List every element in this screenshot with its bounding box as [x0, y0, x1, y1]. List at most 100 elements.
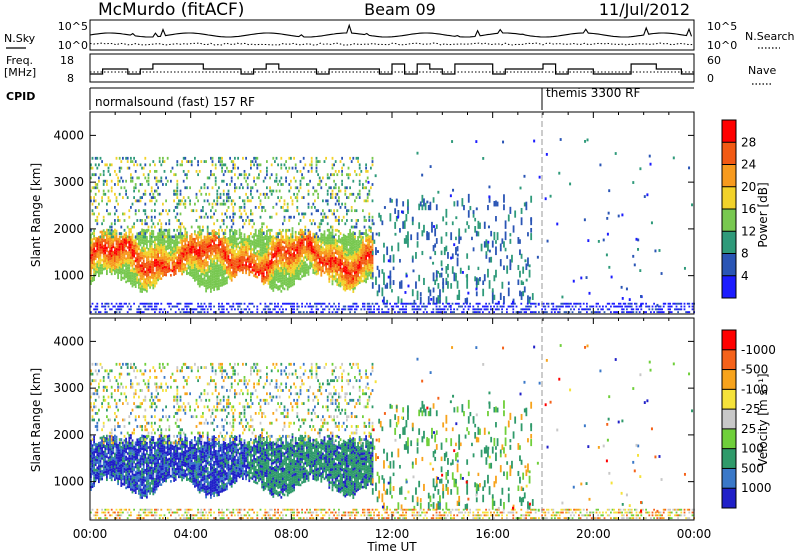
power-cell — [270, 189, 273, 193]
power-cell — [208, 244, 211, 248]
power-cell — [226, 302, 228, 305]
power-cell — [264, 242, 267, 246]
power-cell — [235, 186, 238, 190]
power-cell — [262, 274, 265, 278]
power-cell — [230, 199, 233, 203]
power-cell — [158, 261, 161, 265]
power-cell — [125, 257, 127, 261]
power-cell — [309, 261, 311, 265]
power-cell — [245, 240, 247, 244]
power-cell — [229, 183, 231, 186]
power-cell — [123, 243, 126, 247]
power-cell — [203, 261, 206, 264]
power-cell — [309, 238, 311, 241]
power-cell — [174, 246, 177, 250]
power-cell — [240, 261, 243, 264]
power-cell — [174, 241, 177, 244]
power-cell — [253, 156, 255, 160]
power-cell — [496, 201, 499, 207]
power-cell — [341, 183, 343, 186]
power-cell — [272, 271, 275, 274]
power-cell — [294, 166, 297, 170]
power-cell — [435, 204, 438, 211]
power-cell — [138, 255, 140, 258]
power-cell — [349, 267, 351, 270]
power-cell — [222, 179, 225, 183]
power-cell — [248, 199, 251, 203]
power-cell — [383, 277, 385, 286]
power-cell — [205, 284, 207, 288]
power-cell — [293, 302, 295, 305]
power-cell — [477, 308, 479, 311]
power-cell — [115, 302, 118, 305]
power-cell — [342, 269, 345, 273]
power-cell — [238, 209, 241, 213]
power-cell — [90, 259, 92, 262]
power-cell — [328, 231, 331, 234]
power-cell — [358, 229, 361, 233]
power-cell — [142, 252, 145, 255]
power-cell — [134, 282, 137, 286]
power-cell — [206, 232, 209, 236]
power-cell — [453, 311, 455, 314]
power-cell — [298, 249, 300, 252]
power-cell — [198, 233, 201, 237]
power-cell — [280, 156, 283, 160]
power-cell — [142, 275, 145, 278]
power-cell — [130, 308, 132, 311]
power-cell — [115, 270, 118, 274]
power-cell — [259, 269, 262, 272]
power-cell — [242, 255, 244, 259]
power-cell — [302, 243, 305, 247]
power-cell — [222, 219, 225, 222]
power-cell — [363, 261, 366, 265]
power-cell — [160, 261, 163, 265]
power-cell — [432, 197, 435, 203]
power-cell — [240, 255, 243, 259]
power-cell — [272, 278, 275, 282]
power-cell — [254, 270, 257, 273]
power-cell — [459, 236, 462, 241]
power-cell — [338, 237, 340, 241]
power-cell — [275, 286, 278, 289]
power-cell — [294, 163, 297, 167]
power-cell — [326, 249, 329, 253]
power-cell — [171, 249, 174, 252]
power-cell — [101, 230, 103, 234]
power-cell — [106, 236, 108, 240]
power-cell — [355, 257, 358, 261]
power-cell — [158, 256, 161, 260]
power-cell — [232, 266, 235, 270]
power-cell — [547, 302, 550, 305]
power-cell — [362, 256, 364, 260]
power-cell — [285, 228, 287, 232]
power-cell — [275, 189, 278, 193]
power-cell — [96, 245, 99, 248]
power-cell — [128, 308, 131, 311]
power-cell — [178, 232, 180, 235]
power-cell — [286, 251, 289, 255]
power-cell — [282, 276, 284, 280]
power-cell — [333, 257, 335, 260]
power-cell — [306, 311, 308, 314]
power-cell — [269, 239, 271, 243]
power-cell — [400, 302, 403, 305]
power-cell — [352, 233, 355, 237]
power-cell — [283, 261, 286, 265]
power-cell — [211, 286, 214, 289]
power-cell — [282, 240, 284, 244]
power-cell — [285, 240, 287, 243]
power-cell — [91, 251, 94, 254]
power-cell — [93, 245, 95, 248]
power-cell — [94, 254, 97, 258]
power-cell — [310, 156, 313, 160]
power-cell — [306, 248, 308, 251]
power-cell — [165, 263, 167, 267]
power-cell — [142, 249, 145, 253]
power-cell — [131, 282, 134, 285]
power-cell — [149, 263, 151, 266]
power-cell — [227, 205, 230, 209]
power-cell — [445, 296, 448, 304]
power-cell — [186, 251, 188, 255]
power-cell — [157, 247, 159, 251]
